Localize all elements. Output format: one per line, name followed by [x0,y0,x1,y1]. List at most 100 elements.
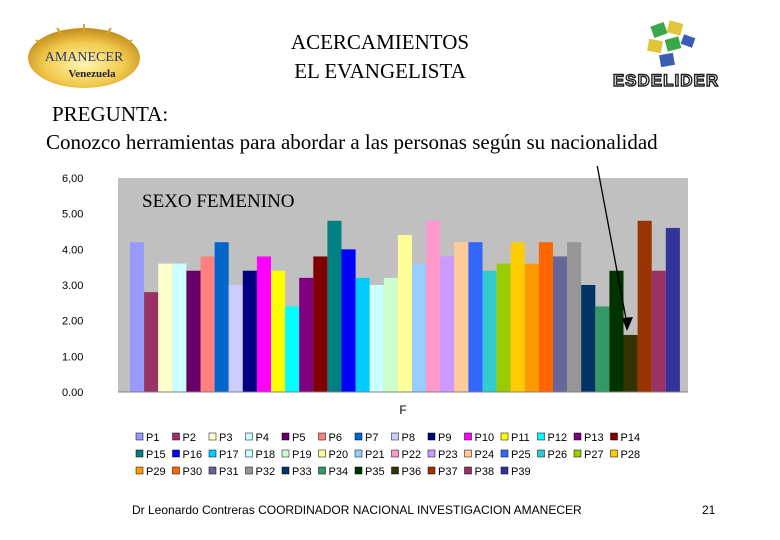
legend-item-p31: P31 [208,466,239,478]
legend-item-p20: P20 [318,449,348,461]
legend-label: P11 [511,432,530,444]
logo-right-text: ESDELIDER [613,71,719,90]
bar-p16 [341,249,356,392]
bar-p20 [397,235,412,392]
legend-label: P39 [511,466,531,478]
slide-title: ACERCAMIENTOS EL EVANGELISTA [220,28,540,86]
legend-swatch [573,432,582,441]
y-tick-label: 1.00 [62,351,83,363]
legend-item-p36: P36 [391,466,421,478]
y-tick-label: 6,00 [62,173,83,185]
legend-label: P3 [219,432,232,444]
legend-label: P27 [584,449,604,461]
bar-p8 [228,285,243,392]
legend-label: P32 [256,466,276,478]
legend-item-p34: P34 [318,466,349,478]
legend-swatch [281,466,290,475]
bar-p39 [665,227,680,392]
legend-label: P38 [475,466,495,478]
legend-label: P2 [183,432,196,444]
bar-p7 [214,242,229,392]
question-text: Conozco herramientas para abordar a las … [46,130,658,154]
legend: P1 P2 P3 P4 P5 P6 P7 P8 P9 P10 P11 P12 P13 P14 P15 P16 P… [135,432,641,478]
bar-p21 [412,263,427,392]
logo-left-text-1: AMANECER [45,50,124,65]
legend-swatch [464,432,472,441]
chart-title: SEXO FEMENINO [142,191,295,212]
legend-label: P6 [329,432,342,444]
legend-swatch [354,466,363,475]
bar-p33 [581,285,596,392]
bar-p35 [609,270,624,392]
legend-label: P30 [183,466,203,478]
bar-p15 [327,220,342,392]
question-label: PREGUNTA: [52,102,169,126]
legend-label: P9 [438,432,451,444]
legend-item-p17: P17 [208,449,239,461]
legend-label: P35 [365,466,385,478]
legend-label: P31 [219,466,239,478]
legend-swatch [391,449,399,458]
bar-p19 [383,277,398,392]
legend-label: P19 [292,449,312,461]
legend-swatch [500,449,509,458]
legend-item-p25: P25 [500,449,531,461]
legend-swatch [318,449,326,458]
legend-swatch [208,449,217,458]
bar-p28 [510,242,525,392]
legend-swatch [610,449,618,458]
legend-item-p4: P4 [245,432,269,444]
bar-p12 [285,306,300,392]
legend-item-p33: P33 [281,466,312,478]
legend-item-p18: P18 [245,449,275,461]
legend-swatch [427,449,436,458]
legend-item-p26: P26 [537,449,567,461]
legend-item-p30: P30 [172,466,203,478]
bar-p38 [651,270,666,392]
legend-item-p15: P15 [135,449,166,461]
bar-p37 [637,220,652,392]
legend-label: P33 [292,466,312,478]
legend-swatch [391,466,399,475]
logo-puzzle-icon [647,20,696,68]
bar-p18 [369,285,384,392]
legend-swatch [573,449,582,458]
bar-p10 [256,256,271,392]
legend-item-p29: P29 [135,466,166,478]
legend-label: P23 [438,449,458,461]
x-axis-label: F [399,403,406,417]
bar-p31 [553,256,568,392]
legend-item-p28: P28 [610,449,640,461]
legend-swatch [135,466,144,475]
bar-p11 [271,270,286,392]
bar-p14 [313,256,328,392]
bar-p36 [623,334,638,392]
legend-item-p19: P19 [281,449,312,461]
y-tick-label: 5.00 [62,209,83,221]
legend-label: P14 [621,432,641,444]
legend-label: P13 [584,432,604,444]
legend-label: P10 [475,432,495,444]
legend-label: P22 [402,449,422,461]
legend-item-p2: P2 [172,432,196,444]
legend-swatch [135,432,144,441]
legend-item-p8: P8 [391,432,415,444]
legend-item-p14: P14 [610,432,641,444]
legend-label: P34 [329,466,349,478]
legend-swatch [500,466,509,475]
legend-item-p7: P7 [354,432,378,444]
bar-p32 [567,242,582,392]
bar-p1 [130,242,145,392]
legend-swatch [464,466,472,475]
bar-p22 [426,220,441,392]
legend-swatch [537,432,545,441]
bar-p17 [355,277,370,392]
legend-swatch [245,449,253,458]
bar-p24 [454,242,469,392]
legend-swatch [208,466,217,475]
logo-sun-shape [28,28,140,88]
legend-label: P1 [146,432,159,444]
bar-p25 [468,242,483,392]
legend-swatch [208,432,217,441]
bar-p27 [496,263,511,392]
